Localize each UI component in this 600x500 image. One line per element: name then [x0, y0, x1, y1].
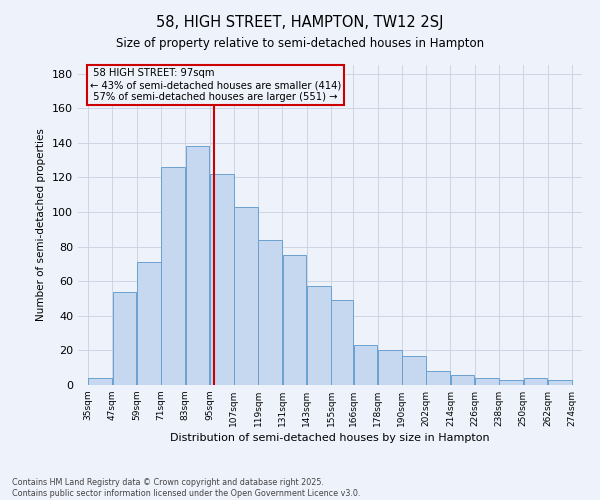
- Bar: [185, 146, 209, 385]
- Text: 58 HIGH STREET: 97sqm
← 43% of semi-detached houses are smaller (414)
 57% of se: 58 HIGH STREET: 97sqm ← 43% of semi-deta…: [90, 68, 341, 102]
- Bar: [307, 286, 331, 385]
- X-axis label: Distribution of semi-detached houses by size in Hampton: Distribution of semi-detached houses by …: [170, 433, 490, 443]
- Bar: [88, 378, 112, 385]
- Bar: [259, 240, 282, 385]
- Text: Size of property relative to semi-detached houses in Hampton: Size of property relative to semi-detach…: [116, 38, 484, 51]
- Bar: [378, 350, 401, 385]
- Bar: [402, 356, 426, 385]
- Bar: [451, 374, 475, 385]
- Y-axis label: Number of semi-detached properties: Number of semi-detached properties: [37, 128, 46, 322]
- Bar: [234, 207, 258, 385]
- Bar: [113, 292, 136, 385]
- Bar: [427, 371, 450, 385]
- Text: Contains HM Land Registry data © Crown copyright and database right 2025.
Contai: Contains HM Land Registry data © Crown c…: [12, 478, 361, 498]
- Bar: [331, 300, 353, 385]
- Bar: [499, 380, 523, 385]
- Bar: [210, 174, 233, 385]
- Bar: [137, 262, 161, 385]
- Bar: [283, 256, 307, 385]
- Bar: [475, 378, 499, 385]
- Bar: [548, 380, 572, 385]
- Bar: [353, 345, 377, 385]
- Text: 58, HIGH STREET, HAMPTON, TW12 2SJ: 58, HIGH STREET, HAMPTON, TW12 2SJ: [156, 15, 444, 30]
- Bar: [161, 167, 185, 385]
- Bar: [524, 378, 547, 385]
